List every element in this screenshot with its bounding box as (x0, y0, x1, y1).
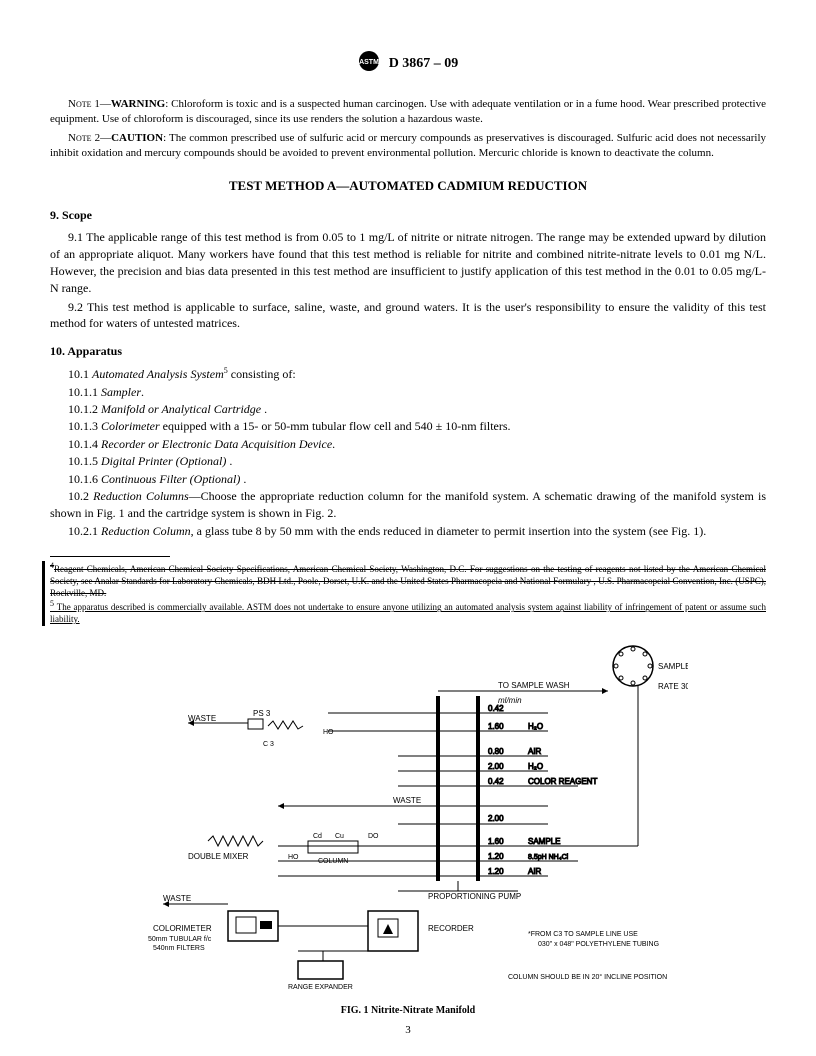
section-9-1: 9.1 The applicable range of this test me… (50, 229, 766, 296)
do: DO (368, 833, 379, 840)
note-2-label: Note 2— (68, 132, 111, 144)
note-from: *FROM C3 TO SAMPLE LINE USE (528, 931, 638, 938)
note-1-warning: WARNING (111, 98, 165, 110)
astm-logo: ASTM (358, 50, 380, 77)
num: 10.2 (68, 489, 93, 503)
double-mixer: DOUBLE MIXER (188, 852, 249, 861)
footnote-5: 5 The apparatus described is commerciall… (50, 599, 766, 625)
num: 10.1.6 (68, 472, 101, 486)
v042b: 0.42 (488, 777, 504, 786)
cd: Cd (313, 833, 322, 840)
num: 10.1.2 (68, 402, 101, 416)
air-2: AIR (528, 867, 542, 876)
num: 10.1.1 (68, 385, 101, 399)
ho-1: HO (323, 729, 334, 736)
method-title: TEST METHOD A—AUTOMATED CADMIUM REDUCTIO… (50, 178, 766, 194)
ho-2: HO (288, 854, 299, 861)
section-10: 10. Apparatus 10.1 Automated Analysis Sy… (50, 344, 766, 540)
air-1: AIR (528, 747, 542, 756)
note-1: Note 1—WARNING: Chloroform is toxic and … (50, 97, 766, 127)
waste-3: WASTE (163, 894, 191, 903)
footnote-divider (50, 556, 170, 557)
num: 10.1.5 (68, 454, 101, 468)
v120: 1.20 (488, 852, 504, 861)
colorimeter: COLORIMETER (153, 924, 212, 933)
fn4-text: Reagent Chemicals, American Chemical Soc… (50, 564, 766, 597)
svg-text:ASTM: ASTM (359, 59, 379, 66)
sampler-dots (614, 647, 652, 685)
num: 10.2.1 (68, 524, 101, 538)
ps3: PS 3 (253, 709, 271, 718)
item-10-1-2: 10.1.2 Manifold or Analytical Cartridge … (50, 401, 766, 418)
label: Digital Printer (Optional) (101, 454, 229, 468)
label: Colorimeter (101, 419, 160, 433)
section-9-2: 9.2 This test method is applicable to su… (50, 299, 766, 333)
column: COLUMN (318, 858, 348, 865)
section-9: 9. Scope 9.1 The applicable range of thi… (50, 208, 766, 332)
v120b: 1.20 (488, 867, 504, 876)
fn5-text: The apparatus described is commercially … (50, 602, 766, 624)
section-10-heading: 10. Apparatus (50, 344, 766, 359)
label-to-sample-wash: TO SAMPLE WASH (498, 681, 570, 690)
note-2-warning: CAUTION (111, 132, 163, 144)
num: 10.1.3 (68, 419, 101, 433)
section-9-heading: 9. Scope (50, 208, 766, 223)
item-10-2: 10.2 Reduction Columns—Choose the approp… (50, 488, 766, 522)
item-10-1-rest: consisting of: (228, 367, 296, 381)
item-10-1-6: 10.1.6 Continuous Filter (Optional) . (50, 471, 766, 488)
figure-1-caption: FIG. 1 Nitrite-Nitrate Manifold (50, 1005, 766, 1016)
note-2: Note 2—CAUTION: The common prescribed us… (50, 131, 766, 161)
nh4cl: 8.5pH NH₄Cl (528, 854, 569, 861)
c3: C 3 (263, 741, 274, 748)
h2o-2: H₂O (528, 762, 543, 771)
filters: 540nm FILTERS (153, 945, 205, 952)
item-10-1-num: 10.1 (68, 367, 92, 381)
label: Sampler (101, 385, 141, 399)
v200: 2.00 (488, 762, 504, 771)
color-reagent: COLOR REAGENT (528, 777, 597, 786)
v080: 0.80 (488, 747, 504, 756)
item-10-1: 10.1 Automated Analysis System5 consisti… (50, 365, 766, 383)
item-10-1-5: 10.1.5 Digital Printer (Optional) . (50, 453, 766, 470)
h2o-1: H₂O (528, 722, 543, 731)
item-10-1-label: Automated Analysis System (92, 367, 224, 381)
item-10-1-1: 10.1.1 Sampler. (50, 384, 766, 401)
sample: SAMPLE (528, 837, 560, 846)
range-expander: RANGE EXPANDER (288, 984, 353, 991)
label: Reduction Columns (93, 489, 188, 503)
v200b: 2.00 (488, 814, 504, 823)
note-incline: COLUMN SHOULD BE IN 20° INCLINE POSITION (508, 973, 667, 981)
designation: D 3867 – 09 (389, 56, 459, 72)
rest: equipped with a 15- or 50-mm tubular flo… (160, 419, 511, 433)
page-number: 3 (405, 1024, 411, 1036)
cu: Cu (335, 833, 344, 840)
tubular: 50mm TUBULAR f/c (148, 936, 212, 943)
label-sampler2: SAMPLER 2 (658, 662, 688, 671)
note-tubing: 030" x 048" POLYETHYLENE TUBING (538, 941, 659, 948)
manifold-diagram: SAMPLER 2 RATE 30 PER HR TO SAMPLE WASH … (128, 641, 688, 1001)
label: Manifold or Analytical Cartridge (101, 402, 264, 416)
v160: 1.60 (488, 722, 504, 731)
prop-pump: PROPORTIONING PUMP (428, 892, 521, 901)
waste-2: WASTE (393, 796, 421, 805)
item-10-1-3: 10.1.3 Colorimeter equipped with a 15- o… (50, 418, 766, 435)
label: Continuous Filter (Optional) (101, 472, 243, 486)
label: Recorder or Electronic Data Acquisition … (101, 437, 332, 451)
num: 10.1.4 (68, 437, 101, 451)
label-rate: RATE 30 PER HR (658, 682, 688, 691)
figure-1: SAMPLER 2 RATE 30 PER HR TO SAMPLE WASH … (50, 641, 766, 1016)
page-header: ASTM D 3867 – 09 (50, 50, 766, 77)
v160b: 1.60 (488, 837, 504, 846)
v042: 0.42 (488, 704, 504, 713)
rest: , a glass tube 8 by 50 mm with the ends … (191, 524, 707, 538)
label: Reduction Column (101, 524, 191, 538)
item-10-2-1: 10.2.1 Reduction Column, a glass tube 8 … (50, 523, 766, 540)
recorder: RECORDER (428, 924, 474, 933)
footnote-4: 4Reagent Chemicals, American Chemical So… (50, 561, 766, 599)
footnote-change-bar: 4Reagent Chemicals, American Chemical So… (42, 561, 766, 625)
item-10-1-4: 10.1.4 Recorder or Electronic Data Acqui… (50, 436, 766, 453)
note-1-label: Note 1— (68, 98, 111, 110)
